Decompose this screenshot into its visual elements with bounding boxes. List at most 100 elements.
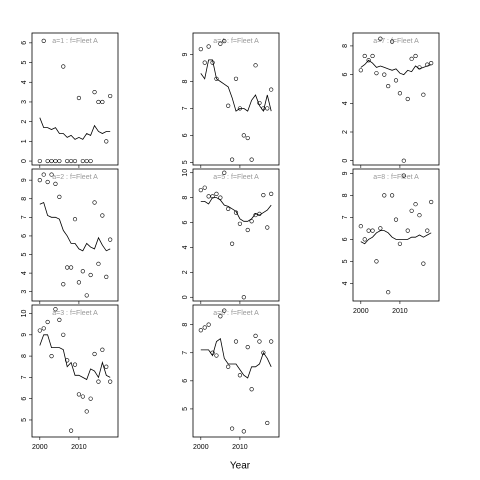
point xyxy=(269,339,274,344)
point xyxy=(61,332,66,337)
y-tick-label: 0 xyxy=(21,159,28,163)
point xyxy=(409,56,414,61)
point xyxy=(233,76,239,81)
point xyxy=(84,158,89,164)
point xyxy=(198,328,203,333)
point xyxy=(108,93,113,99)
y-tick-label: 6 xyxy=(21,41,28,45)
point xyxy=(210,60,215,65)
point xyxy=(233,339,239,344)
point xyxy=(425,228,430,233)
y-tick-label: 5 xyxy=(182,160,189,164)
y-tick-label: 6 xyxy=(21,234,28,238)
y-tick-label: 6 xyxy=(342,73,349,77)
panel-frame xyxy=(352,32,440,166)
point xyxy=(76,95,82,101)
point xyxy=(257,211,262,216)
point xyxy=(405,96,410,102)
point xyxy=(374,71,379,76)
point xyxy=(80,394,85,399)
y-tick-label: 0 xyxy=(342,159,349,163)
point xyxy=(57,317,62,323)
point xyxy=(378,36,383,41)
point xyxy=(80,158,85,164)
point xyxy=(49,158,54,164)
point xyxy=(362,53,367,59)
point xyxy=(233,210,239,215)
point xyxy=(226,206,231,211)
point xyxy=(261,106,266,111)
point xyxy=(61,64,66,69)
point xyxy=(68,158,74,164)
panel-title: a=8 : f=Fleet A xyxy=(373,174,419,181)
y-tick-label: 4 xyxy=(342,101,349,105)
panel: a=5 : f=Fleet A 0 2 4 6 8 10 xyxy=(182,168,280,304)
y-tick-label: 8 xyxy=(342,193,349,197)
point xyxy=(237,373,243,378)
panel: a=2 : f=Fleet A 3 4 5 6 7 8 9 xyxy=(21,168,119,304)
point xyxy=(202,60,207,65)
point xyxy=(45,158,50,164)
panel-title: a=7 : f=Fleet A xyxy=(373,38,419,45)
point xyxy=(104,139,109,144)
y-tick-label: 8 xyxy=(342,44,349,48)
point xyxy=(49,172,54,177)
point xyxy=(53,307,58,312)
point xyxy=(362,237,367,242)
point xyxy=(222,170,227,175)
x-tick-label: 2010 xyxy=(392,308,408,315)
point xyxy=(96,99,101,105)
point xyxy=(72,158,78,164)
point xyxy=(269,191,274,197)
x-axis-label: Year xyxy=(230,461,251,472)
point xyxy=(226,364,231,369)
point xyxy=(261,350,266,355)
x-tick-label: 2000 xyxy=(193,444,209,451)
point xyxy=(53,158,58,164)
point xyxy=(57,194,62,199)
y-tick-label: 7 xyxy=(182,351,189,355)
point xyxy=(41,38,46,43)
y-tick-label: 2 xyxy=(182,270,189,274)
point xyxy=(421,92,426,97)
point xyxy=(100,347,105,352)
fit-line xyxy=(200,197,272,222)
point xyxy=(65,358,70,363)
point xyxy=(84,409,89,414)
panel-title: a=6 : f=Fleet A xyxy=(213,310,259,317)
point xyxy=(104,274,109,279)
point xyxy=(229,157,235,162)
point xyxy=(202,185,207,190)
y-tick-label: 8 xyxy=(21,197,28,201)
point xyxy=(96,379,101,384)
point xyxy=(218,314,223,319)
point xyxy=(92,351,97,357)
panel: a=4 : f=Fleet A 5 6 7 8 9 xyxy=(182,32,280,168)
point xyxy=(96,261,101,266)
point xyxy=(45,319,50,325)
panel: a=7 : f=Fleet A 0 2 4 6 8 xyxy=(342,32,440,168)
point xyxy=(378,226,383,231)
panel-title: a=3 : f=Fleet A xyxy=(52,310,98,317)
point xyxy=(41,326,46,331)
y-tick-label: 1 xyxy=(21,139,28,143)
point xyxy=(37,158,42,164)
point xyxy=(249,387,254,392)
panel: a=6 : f=Fleet A 5 6 7 8 2000 2010 xyxy=(182,304,280,451)
y-tick-label: 8 xyxy=(182,323,189,327)
panel-title: a=4 : f=Fleet A xyxy=(213,38,259,45)
fit-line xyxy=(360,230,432,245)
point xyxy=(241,133,246,138)
point xyxy=(237,106,243,111)
point xyxy=(72,217,78,222)
point xyxy=(198,47,203,52)
x-tick-label: 2000 xyxy=(353,308,369,315)
panel-frame xyxy=(31,304,119,438)
point xyxy=(417,65,422,70)
point xyxy=(72,362,78,367)
point xyxy=(214,191,219,197)
y-tick-label: 6 xyxy=(21,397,28,401)
point xyxy=(68,265,74,270)
point xyxy=(405,228,410,233)
fit-line xyxy=(39,201,111,252)
